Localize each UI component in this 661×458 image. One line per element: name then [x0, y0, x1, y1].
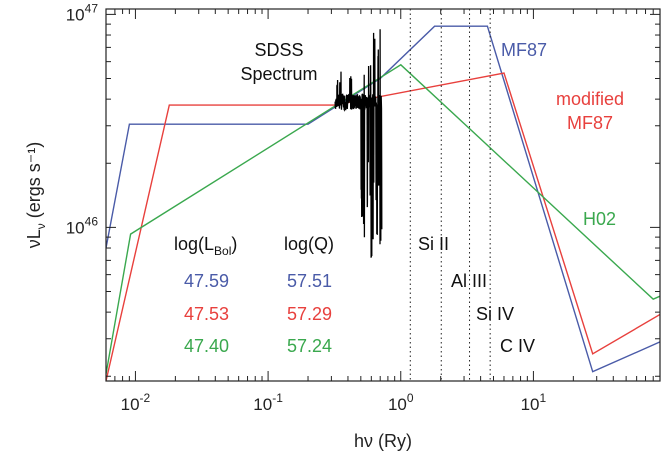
series-line-3: [106, 63, 660, 375]
x-tick-label-1: 10-2: [121, 391, 151, 414]
table-q-value-2: 57.29: [287, 304, 332, 324]
table-header-lbol: log(LBol): [174, 234, 237, 258]
plot-frame: [105, 8, 661, 382]
emission-line-label-3: Si IV: [476, 304, 514, 324]
emission-line-label-4: C IV: [500, 336, 535, 356]
sdss-spectrum-trace: [334, 29, 383, 258]
table-q-value-1: 57.51: [287, 271, 332, 291]
legend-label-modified: modified: [556, 89, 624, 109]
y-tick-label-2: 1047: [66, 1, 99, 24]
x-axis-title: hν (Ry): [354, 431, 412, 451]
spectrum-layer: [334, 29, 383, 258]
series-layer: [106, 25, 660, 381]
emission-line-label-1: Si II: [418, 234, 449, 254]
vline-layer: [409, 9, 491, 381]
table-lbol-value-1: 47.59: [184, 271, 229, 291]
table-lbol-value-2: 47.53: [184, 304, 229, 324]
table-lbol-value-3: 47.40: [184, 336, 229, 356]
y-tick-label-1: 1046: [66, 214, 99, 237]
legend-label-modified-mf87: MF87: [567, 113, 613, 133]
spectrum-label-sdss: SDSS: [254, 40, 303, 60]
table-q-value-3: 57.24: [287, 336, 332, 356]
series-line-2: [106, 72, 660, 381]
x-tick-label-2: 10-1: [253, 391, 283, 414]
legend-label-mf87: MF87: [501, 40, 547, 60]
y-axis-title: νLν (ergs s⁻¹): [24, 142, 48, 249]
table-header-q: log(Q): [284, 234, 334, 254]
emission-line-label-2: Al III: [451, 271, 487, 291]
series-line-1: [106, 25, 660, 373]
table-rows: 47.59 57.51 47.53 57.29 47.40 57.24: [184, 271, 332, 356]
legend-label-h02: H02: [583, 209, 616, 229]
spectrum-label-spectrum: Spectrum: [240, 64, 317, 84]
x-tick-label-3: 100: [388, 391, 414, 414]
x-tick-label-4: 101: [521, 391, 547, 414]
